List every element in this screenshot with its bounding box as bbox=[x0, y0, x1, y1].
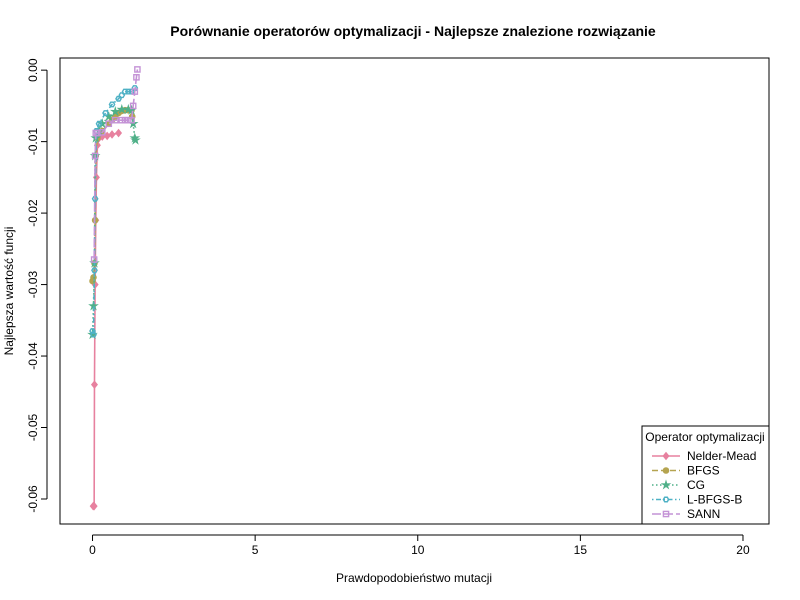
legend-item: L-BFGS-B bbox=[652, 493, 742, 507]
legend-swatch-marker bbox=[662, 496, 670, 503]
data-point bbox=[108, 101, 116, 108]
data-point bbox=[116, 103, 128, 114]
legend-label: SANN bbox=[687, 507, 720, 521]
data-point bbox=[91, 267, 98, 274]
y-tick-label: -0.02 bbox=[26, 199, 40, 227]
series-layer bbox=[87, 66, 141, 511]
data-point bbox=[131, 88, 139, 95]
legend-swatch-marker bbox=[662, 467, 670, 474]
data-point bbox=[130, 134, 141, 145]
x-axis-label: Prawdopodobieństwo mutacji bbox=[336, 571, 492, 585]
y-axis: -0.06 -0.05 -0.04 -0.03 -0.02 -0.01 0.00 bbox=[26, 58, 48, 513]
x-tick-label: 10 bbox=[411, 543, 425, 557]
legend-item: Nelder-Mead bbox=[652, 449, 756, 463]
y-tick-label: -0.03 bbox=[26, 271, 40, 299]
legend-swatch-marker bbox=[662, 451, 670, 461]
legend-label: Nelder-Mead bbox=[687, 449, 756, 463]
legend-item: CG bbox=[652, 478, 705, 492]
x-axis: 0 5 10 15 20 bbox=[89, 534, 750, 557]
data-point bbox=[111, 116, 119, 124]
data-point bbox=[90, 256, 98, 263]
data-point bbox=[105, 120, 113, 128]
data-point bbox=[98, 129, 106, 136]
data-point bbox=[91, 195, 99, 202]
legend-item: SANN bbox=[652, 507, 720, 521]
legend-label: CG bbox=[687, 478, 705, 492]
data-point bbox=[96, 118, 108, 129]
legend-label: BFGS bbox=[687, 464, 720, 478]
data-point bbox=[109, 106, 121, 117]
data-point bbox=[131, 85, 139, 91]
data-point bbox=[133, 73, 140, 81]
plot-frame bbox=[59, 57, 770, 525]
series-sann bbox=[90, 66, 141, 263]
x-tick-label: 0 bbox=[89, 543, 96, 557]
legend-swatch-marker bbox=[662, 510, 670, 518]
data-point bbox=[90, 501, 98, 511]
data-point bbox=[128, 116, 135, 124]
y-tick-label: -0.06 bbox=[26, 485, 40, 513]
data-point bbox=[129, 102, 137, 110]
data-point bbox=[90, 380, 98, 389]
x-tick-label: 5 bbox=[252, 543, 259, 557]
data-point bbox=[91, 152, 99, 160]
x-tick-label: 15 bbox=[574, 543, 588, 557]
data-point bbox=[134, 66, 141, 73]
legend: Operator optymalizacji Nelder-MeadBFGSCG… bbox=[641, 425, 770, 525]
data-point bbox=[115, 128, 123, 138]
legend-label: L-BFGS-B bbox=[687, 493, 742, 507]
legend-box bbox=[641, 425, 770, 525]
y-axis-label: Najlepsza wartość funcji bbox=[2, 227, 16, 356]
data-point bbox=[108, 130, 116, 139]
data-point bbox=[90, 331, 97, 338]
y-tick-label: -0.01 bbox=[26, 128, 40, 156]
legend-item: BFGS bbox=[652, 464, 720, 478]
data-point bbox=[89, 328, 96, 334]
y-tick-label: -0.05 bbox=[26, 414, 40, 442]
x-tick-label: 20 bbox=[736, 543, 750, 557]
data-point bbox=[126, 104, 137, 115]
legend-title: Operator optymalizacji bbox=[645, 430, 764, 444]
legend-swatch-marker bbox=[660, 479, 672, 490]
y-tick-label: 0.00 bbox=[26, 58, 40, 82]
data-point bbox=[95, 120, 103, 127]
chart-title: Porównanie operatorów optymalizacji - Na… bbox=[170, 23, 656, 39]
y-tick-label: -0.04 bbox=[26, 342, 40, 370]
data-point bbox=[102, 110, 109, 116]
